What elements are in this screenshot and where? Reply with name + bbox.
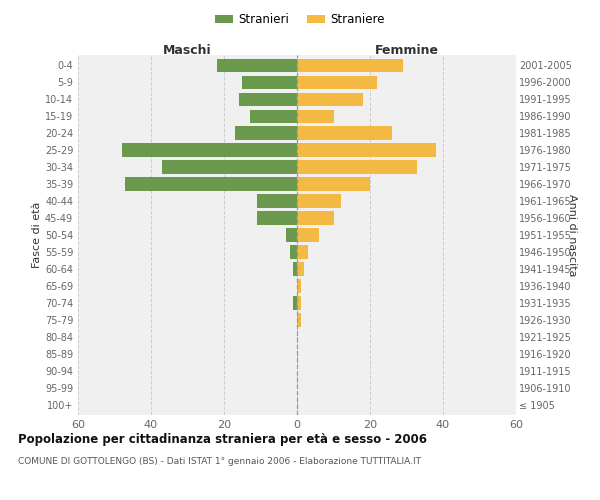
Bar [162, 160, 297, 173]
Bar [297, 280, 301, 292]
Text: Popolazione per cittadinanza straniera per età e sesso - 2006: Popolazione per cittadinanza straniera p… [18, 432, 427, 446]
Text: Maschi: Maschi [163, 44, 212, 57]
Bar [286, 228, 297, 241]
Bar [297, 110, 334, 123]
Bar [293, 262, 297, 276]
Bar [297, 144, 436, 156]
Bar [239, 92, 297, 106]
Bar [242, 76, 297, 89]
Bar [297, 178, 370, 190]
Text: Femmine: Femmine [374, 44, 439, 57]
Y-axis label: Anni di nascita: Anni di nascita [567, 194, 577, 276]
Bar [293, 296, 297, 310]
Bar [297, 194, 341, 207]
Bar [297, 92, 363, 106]
Bar [290, 246, 297, 258]
Bar [125, 178, 297, 190]
Bar [297, 126, 392, 140]
Bar [257, 212, 297, 224]
Bar [297, 58, 403, 72]
Bar [297, 262, 304, 276]
Bar [122, 144, 297, 156]
Bar [297, 228, 319, 241]
Bar [297, 160, 418, 173]
Bar [297, 76, 377, 89]
Bar [297, 314, 301, 326]
Legend: Stranieri, Straniere: Stranieri, Straniere [210, 8, 390, 31]
Text: COMUNE DI GOTTOLENGO (BS) - Dati ISTAT 1° gennaio 2006 - Elaborazione TUTTITALIA: COMUNE DI GOTTOLENGO (BS) - Dati ISTAT 1… [18, 458, 421, 466]
Bar [297, 296, 301, 310]
Bar [217, 58, 297, 72]
Bar [235, 126, 297, 140]
Bar [257, 194, 297, 207]
Bar [297, 212, 334, 224]
Bar [297, 246, 308, 258]
Bar [250, 110, 297, 123]
Y-axis label: Fasce di età: Fasce di età [32, 202, 42, 268]
